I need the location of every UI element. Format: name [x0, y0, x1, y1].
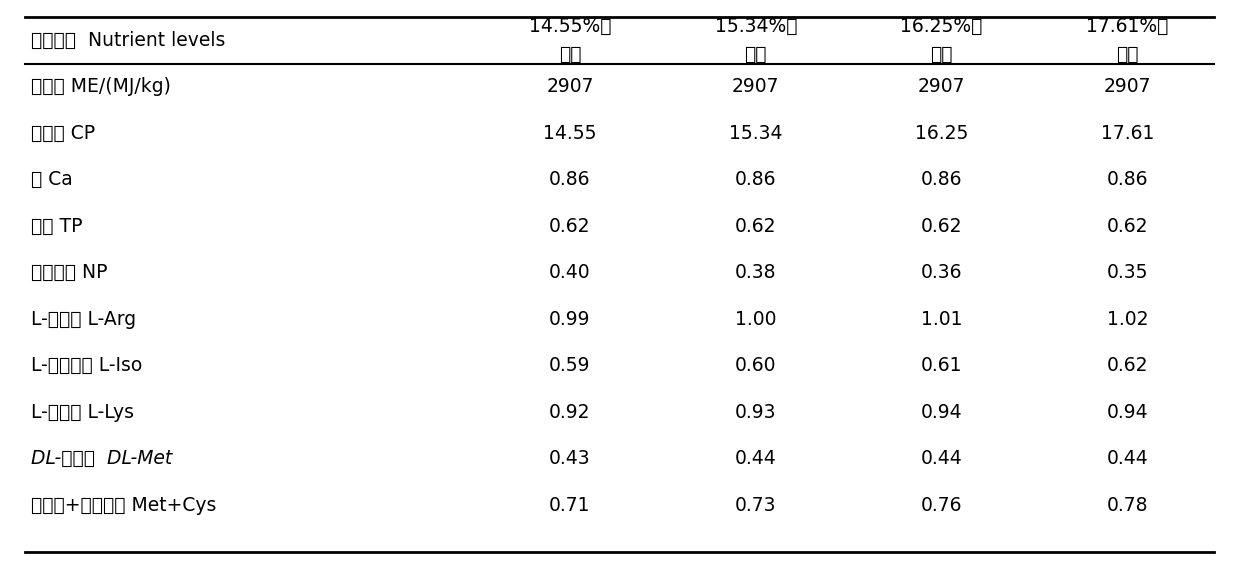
Text: 0.62: 0.62	[735, 217, 777, 236]
Text: 0.71: 0.71	[549, 496, 591, 515]
Text: 日粮: 日粮	[559, 45, 581, 64]
Text: 钙 Ca: 钙 Ca	[31, 170, 73, 189]
Text: 0.62: 0.62	[1106, 356, 1149, 376]
Text: DL-蛋氨酸  DL-Met: DL-蛋氨酸 DL-Met	[31, 450, 172, 468]
Text: 16.25%的: 16.25%的	[901, 17, 983, 36]
Text: 0.76: 0.76	[921, 496, 963, 515]
Text: L-异亮氨酸 L-Iso: L-异亮氨酸 L-Iso	[31, 356, 142, 376]
Text: 0.35: 0.35	[1106, 263, 1149, 282]
Text: 0.93: 0.93	[735, 403, 777, 422]
Text: 0.43: 0.43	[549, 450, 591, 468]
Text: 0.60: 0.60	[735, 356, 777, 376]
Text: 0.86: 0.86	[921, 170, 963, 189]
Text: 16.25: 16.25	[914, 124, 969, 143]
Text: 2907: 2907	[918, 77, 965, 96]
Text: 0.92: 0.92	[549, 403, 591, 422]
Text: 0.73: 0.73	[735, 496, 777, 515]
Text: 0.44: 0.44	[735, 450, 777, 468]
Text: 日粮: 日粮	[1116, 45, 1139, 64]
Text: 17.61%的: 17.61%的	[1087, 17, 1168, 36]
Text: 0.62: 0.62	[921, 217, 963, 236]
Text: 粗蛋白 CP: 粗蛋白 CP	[31, 124, 95, 143]
Text: 0.38: 0.38	[735, 263, 777, 282]
Text: 0.40: 0.40	[549, 263, 591, 282]
Text: 非植酸磷 NP: 非植酸磷 NP	[31, 263, 108, 282]
Text: 代谢能 ME/(MJ/kg): 代谢能 ME/(MJ/kg)	[31, 77, 171, 96]
Text: 2907: 2907	[1104, 77, 1151, 96]
Text: 14.55%的: 14.55%的	[529, 17, 611, 36]
Text: 0.86: 0.86	[735, 170, 777, 189]
Text: 0.94: 0.94	[1106, 403, 1149, 422]
Text: 0.62: 0.62	[1106, 217, 1149, 236]
Text: 0.59: 0.59	[549, 356, 591, 376]
Text: 日粮: 日粮	[930, 45, 953, 64]
Text: 14.55: 14.55	[543, 124, 597, 143]
Text: 0.61: 0.61	[921, 356, 963, 376]
Text: 0.99: 0.99	[549, 310, 591, 329]
Text: 0.86: 0.86	[1106, 170, 1149, 189]
Text: 0.86: 0.86	[549, 170, 591, 189]
Text: 1.00: 1.00	[735, 310, 777, 329]
Text: 17.61: 17.61	[1100, 124, 1155, 143]
Text: 2907: 2907	[732, 77, 779, 96]
Text: 2907: 2907	[546, 77, 593, 96]
Text: 0.94: 0.94	[921, 403, 963, 422]
Text: 日粮: 日粮	[745, 45, 767, 64]
Text: 营养水平  Nutrient levels: 营养水平 Nutrient levels	[31, 31, 225, 50]
Text: 15.34%的: 15.34%的	[715, 17, 797, 36]
Text: 0.62: 0.62	[549, 217, 591, 236]
Text: 1.01: 1.01	[921, 310, 963, 329]
Text: 蛋氨酸+半胱氨酸 Met+Cys: 蛋氨酸+半胱氨酸 Met+Cys	[31, 496, 217, 515]
Text: 15.34: 15.34	[729, 124, 783, 143]
Text: 0.44: 0.44	[1106, 450, 1149, 468]
Text: 1.02: 1.02	[1106, 310, 1149, 329]
Text: 0.36: 0.36	[921, 263, 963, 282]
Text: L-赖氨酸 L-Lys: L-赖氨酸 L-Lys	[31, 403, 134, 422]
Text: 0.44: 0.44	[921, 450, 963, 468]
Text: 0.78: 0.78	[1106, 496, 1149, 515]
Text: L-精氨酸 L-Arg: L-精氨酸 L-Arg	[31, 310, 136, 329]
Text: 总磷 TP: 总磷 TP	[31, 217, 83, 236]
